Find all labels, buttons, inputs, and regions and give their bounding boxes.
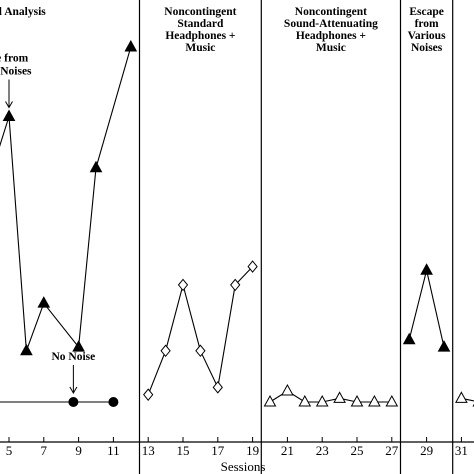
annotation-arrowhead-1	[5, 101, 13, 109]
phase-label-line: Music	[185, 42, 215, 54]
x-tick-label-7: 7	[41, 443, 48, 458]
phase-label-1: ctional Analysis	[0, 6, 46, 18]
x-tick-label-27: 27	[385, 443, 399, 458]
data-point-s3-3	[177, 278, 189, 292]
phase-labels: ctional AnalysisNoncontingentStandardHea…	[0, 6, 446, 54]
annotation-arrowhead-2	[69, 386, 78, 394]
series-5-line	[408, 270, 445, 348]
data-point-s3-2	[160, 344, 171, 358]
phase-label-line: Standard	[177, 18, 224, 30]
annotation-label-1: pe fromus Noises	[0, 53, 32, 78]
x-tick-label-15: 15	[177, 443, 190, 458]
annotation-label-line: pe from	[0, 53, 29, 65]
x-tick-label-25: 25	[351, 443, 364, 458]
data-point-s1-4	[37, 296, 51, 308]
phase-label-line: Various	[408, 30, 446, 42]
annotation-label-line: us Noises	[0, 66, 32, 78]
x-tick-label-9: 9	[75, 443, 82, 458]
x-tick-label-13: 13	[142, 443, 155, 458]
data-point-s4-6	[350, 394, 364, 407]
x-tick-label-19: 19	[246, 443, 259, 458]
data-point-s1-2	[2, 109, 16, 122]
data-point-s6-1	[455, 391, 468, 403]
data-point-s2-3	[108, 397, 119, 407]
data-point-s5-2	[420, 263, 433, 275]
data-point-s4-1	[263, 394, 277, 407]
data-point-s5-1	[402, 332, 416, 345]
phase-label-4: Escape from Various Noises	[408, 6, 446, 54]
phase-label-3: Noncontingent Sound-Attenuating Headphones…	[284, 6, 378, 54]
phase-label-line: Sound-Attenuating	[284, 18, 378, 30]
x-tick-label-21: 21	[281, 443, 294, 458]
series-1-line	[0, 46, 132, 351]
data-point-s5-3	[437, 340, 451, 352]
phase-label-line: Noises	[411, 42, 443, 54]
phase-label-2: Noncontingent Standard Headphones + Music	[164, 6, 236, 54]
data-point-s4-5	[333, 391, 346, 403]
data-point-s1-3	[20, 343, 33, 356]
x-tick-label-31: 31	[455, 443, 468, 458]
data-point-s1-6	[89, 160, 103, 173]
x-tick-label-11: 11	[107, 443, 120, 458]
data-point-s4-2	[281, 383, 294, 396]
data-point-s3-6	[230, 278, 241, 292]
phase-label-line: Noncontingent	[295, 6, 367, 18]
phase-label-line: Music	[316, 42, 346, 54]
x-tick-label-29: 29	[420, 443, 433, 458]
x-tick-label-23: 23	[316, 443, 329, 458]
x-tick-label-5: 5	[6, 443, 13, 458]
series-markers	[2, 39, 474, 407]
data-point-s3-5	[212, 381, 223, 394]
data-point-s4-7	[368, 394, 381, 407]
phase-label-line: Headphones +	[165, 30, 235, 42]
series-lines	[0, 46, 474, 403]
phase-label-line: Noncontingent	[164, 6, 236, 18]
x-tick-label-17: 17	[211, 443, 225, 458]
phase-label-line: Headphones +	[296, 30, 366, 42]
annotation-label-line: No Noise	[51, 351, 95, 363]
data-point-s1-7	[124, 39, 138, 52]
data-point-s3-1	[143, 388, 154, 401]
annotations: pe fromus Noises No Noise	[0, 53, 95, 394]
data-point-s3-7	[247, 260, 258, 273]
phase-change-lines	[138, 0, 454, 474]
data-point-s4-8	[385, 394, 399, 407]
data-point-s4-4	[315, 394, 329, 407]
annotation-label-2: No Noise	[51, 351, 95, 363]
x-axis-ticks: 5 7 9 11 13 15 17 19 21 23 25 27 29 31	[6, 437, 468, 458]
data-point-s3-4	[195, 344, 206, 358]
data-point-s2-2	[68, 397, 79, 407]
phase-label-line: Escape	[409, 6, 444, 18]
data-point-s4-3	[298, 394, 312, 407]
phase-label-line: from	[415, 18, 439, 30]
data-point-s1-5	[72, 340, 85, 352]
phase-label-line: ctional Analysis	[0, 6, 46, 18]
x-axis-title: Sessions	[221, 459, 266, 474]
